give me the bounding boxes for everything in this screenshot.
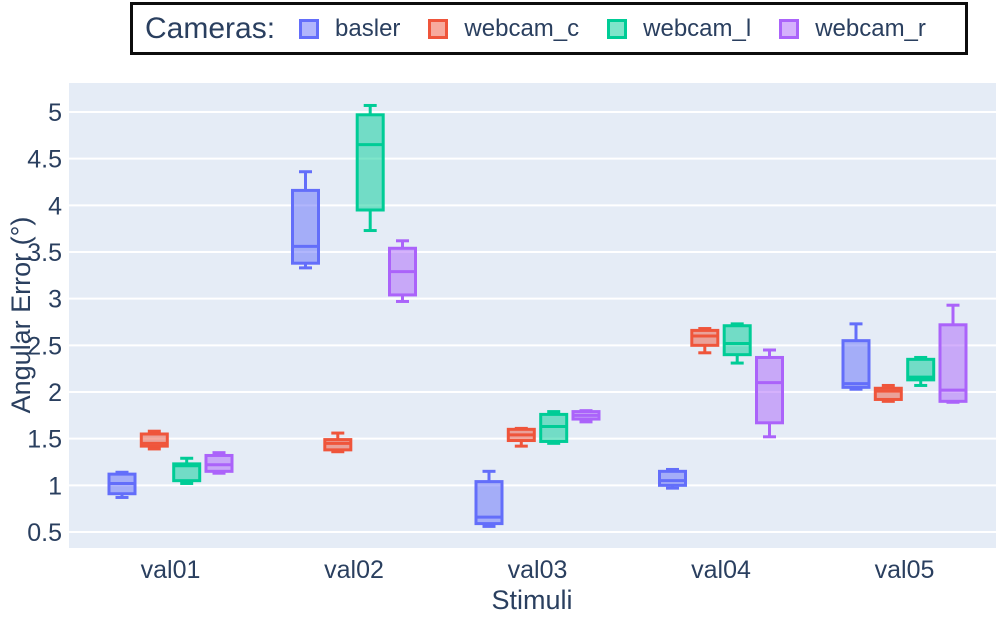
box-basler-val01 — [107, 470, 137, 499]
legend-label: basler — [335, 14, 401, 42]
legend-title: Cameras: — [145, 11, 276, 45]
y-axis-tick-labels: 0.5 1 1.5 2 2.5 3 3.5 4 4.5 5 — [27, 99, 62, 547]
y-tick-label: 4.5 — [27, 146, 62, 174]
box-webcam_l-val05 — [906, 355, 936, 387]
y-tick-label: 3.5 — [27, 239, 62, 267]
legend-label: webcam_c — [464, 14, 580, 42]
box-webcam_r-val02 — [388, 239, 417, 303]
iqr-box — [938, 323, 968, 403]
x-axis-title: Stimuli — [491, 585, 572, 615]
x-tick-label-val03: val03 — [508, 556, 568, 584]
legend-swatch-basler-icon — [299, 18, 320, 39]
box-webcam_r-val01 — [204, 451, 234, 475]
x-tick-label-val04: val04 — [691, 556, 751, 584]
box-webcam_r-val03 — [571, 409, 601, 424]
box-basler-val03 — [474, 469, 504, 528]
box-basler-val05 — [841, 322, 871, 391]
box-webcam_l-val03 — [539, 410, 569, 445]
legend-swatch-webcam_c-icon — [428, 18, 449, 39]
gridlines — [69, 111, 996, 533]
iqr-box — [658, 469, 687, 487]
box-webcam_r-val05 — [938, 303, 968, 404]
box-webcam_l-val02 — [355, 103, 385, 233]
box-webcam_l-val01 — [172, 456, 202, 485]
iqr-box — [722, 324, 752, 357]
y-tick-label: 2.5 — [27, 332, 62, 360]
legend-label: webcam_r — [815, 14, 926, 42]
legend-item-webcam_c[interactable]: webcam_c — [428, 15, 579, 43]
legend-item-webcam_l[interactable]: webcam_l — [607, 15, 751, 43]
box-webcam_c-val01 — [139, 429, 169, 451]
iqr-box — [690, 328, 720, 347]
iqr-box — [841, 339, 871, 389]
iqr-box — [906, 357, 936, 382]
box-basler-val02 — [291, 170, 320, 270]
legend-label: webcam_l — [643, 14, 752, 42]
iqr-box — [755, 355, 784, 425]
box-series — [107, 103, 968, 528]
legend-item-basler[interactable]: basler — [299, 15, 400, 43]
y-tick-label: 2 — [48, 379, 62, 407]
legend-swatch-webcam_l-icon — [607, 18, 628, 39]
box-webcam_c-val02 — [323, 431, 353, 454]
iqr-box — [355, 113, 385, 212]
plot-area — [69, 83, 996, 548]
x-tick-label-val01: val01 — [141, 556, 201, 584]
legend-swatch-webcam_r-icon — [779, 18, 800, 39]
legend: Cameras: basler webcam_c webcam_l webcam_r — [130, 2, 968, 55]
x-tick-label-val05: val05 — [875, 556, 935, 584]
box-webcam_c-val03 — [506, 426, 536, 448]
y-axis-title: Angular Error (°) — [6, 217, 36, 414]
iqr-box — [291, 188, 320, 265]
box-webcam_r-val04 — [755, 348, 784, 439]
y-tick-label: 3 — [48, 286, 62, 314]
x-tick-label-val02: val02 — [324, 556, 384, 584]
box-webcam_c-val04 — [690, 327, 720, 355]
y-tick-label: 5 — [48, 99, 62, 127]
legend-item-webcam_r[interactable]: webcam_r — [779, 15, 926, 43]
iqr-box — [873, 386, 903, 401]
box-basler-val04 — [658, 467, 687, 490]
box-webcam_l-val04 — [722, 322, 752, 365]
iqr-box — [172, 462, 202, 483]
y-tick-label: 0.5 — [27, 519, 62, 547]
y-tick-label: 1.5 — [27, 426, 62, 454]
y-tick-label: 4 — [48, 192, 62, 220]
y-tick-label: 1 — [48, 472, 62, 500]
x-axis-tick-labels: val01 val02 val03 val04 val05 — [141, 556, 935, 584]
box-webcam_c-val05 — [873, 383, 903, 403]
